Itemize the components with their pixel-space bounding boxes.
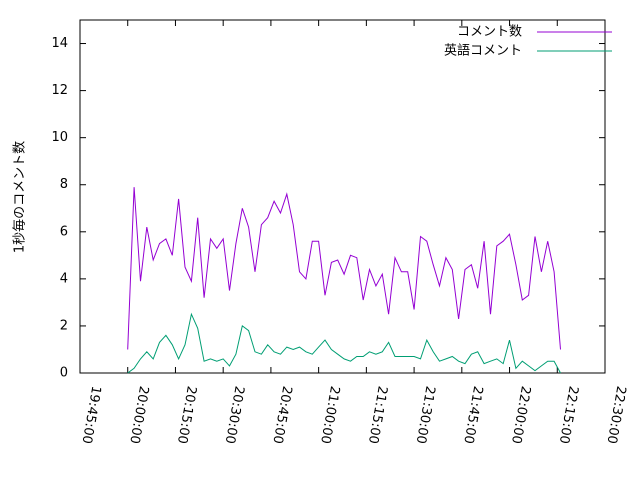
x-tick-label: 22:00:00 bbox=[508, 385, 533, 445]
y-tick-label: 10 bbox=[51, 130, 68, 145]
x-tick-label: 20:45:00 bbox=[269, 385, 294, 445]
series-line bbox=[127, 312, 561, 374]
x-tick-label: 19:45:00 bbox=[78, 385, 103, 445]
y-tick-label: 14 bbox=[51, 36, 68, 51]
y-tick-label: 12 bbox=[51, 83, 68, 98]
series-line bbox=[127, 187, 561, 350]
y-tick-label: 8 bbox=[60, 177, 68, 192]
x-tick-label: 21:45:00 bbox=[460, 385, 485, 445]
legend-label: コメント数 bbox=[457, 25, 522, 40]
x-tick-label: 20:30:00 bbox=[222, 385, 247, 445]
y-tick-label: 2 bbox=[60, 318, 68, 333]
x-tick-label: 22:30:00 bbox=[603, 385, 628, 445]
y-tick-label: 4 bbox=[60, 271, 68, 286]
y-tick-label: 6 bbox=[60, 224, 68, 239]
x-tick-label: 20:15:00 bbox=[174, 385, 199, 445]
x-tick-label: 21:15:00 bbox=[365, 385, 390, 445]
legend-label: 英語コメント bbox=[444, 43, 522, 59]
x-tick-label: 21:30:00 bbox=[413, 385, 438, 445]
y-axis-label: 1秒毎のコメント数 bbox=[12, 141, 28, 253]
plot-frame bbox=[79, 19, 606, 374]
x-tick-label: 22:15:00 bbox=[556, 385, 581, 445]
x-tick-label: 20:00:00 bbox=[126, 385, 151, 445]
x-tick-label: 21:00:00 bbox=[317, 385, 342, 445]
y-tick-label: 0 bbox=[60, 366, 68, 381]
